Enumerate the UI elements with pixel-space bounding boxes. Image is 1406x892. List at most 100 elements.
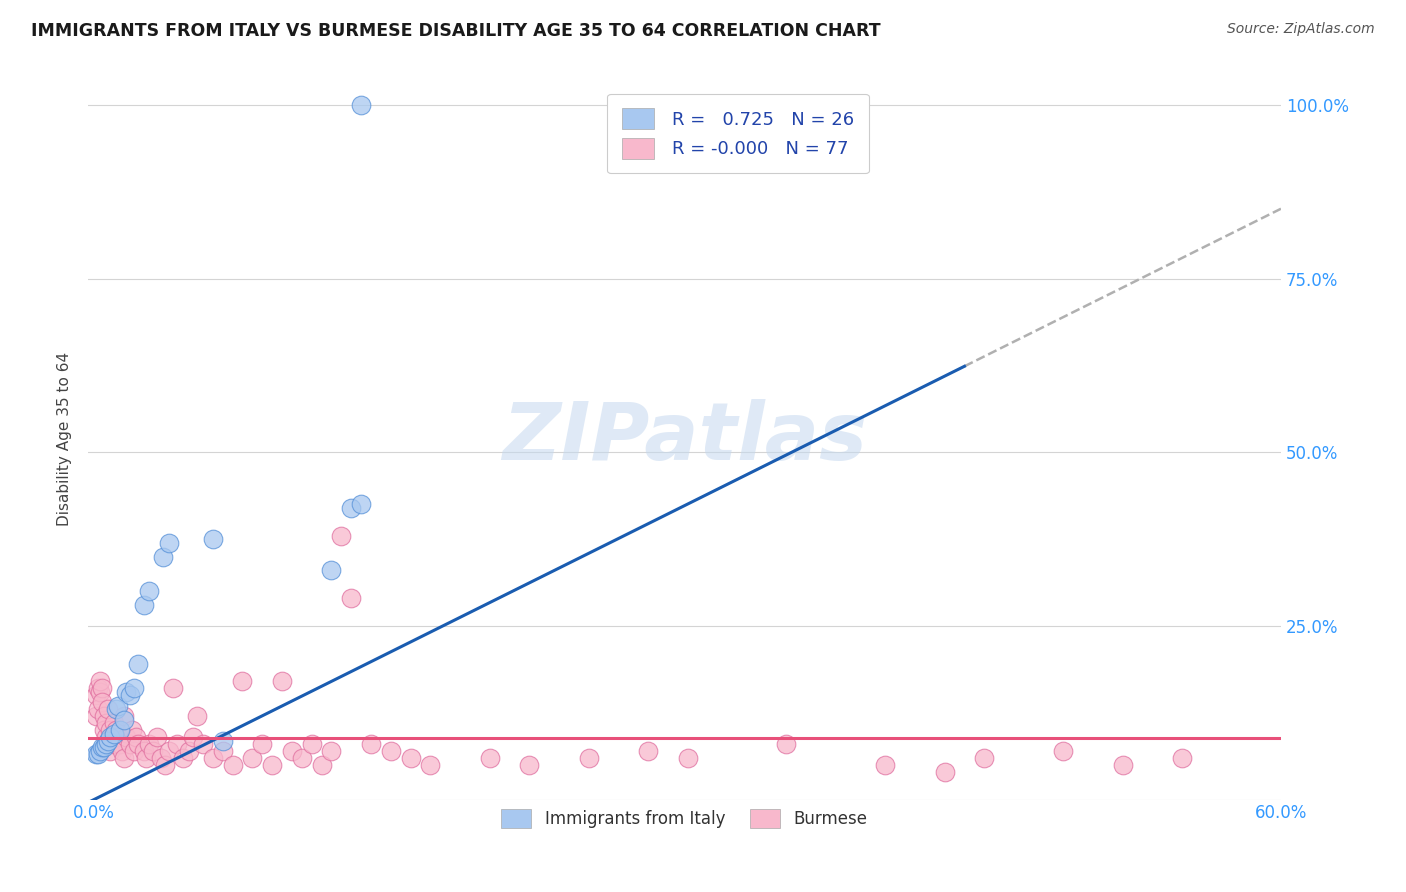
Point [321,563,343,577]
Point [152,549,174,564]
Point [350,498,373,512]
Point [211,744,233,758]
Point [138,584,160,599]
Point [84,689,107,703]
Point [89,744,111,758]
Point [104,723,127,737]
Point [1052,744,1074,758]
Point [103,716,125,731]
Point [142,744,165,758]
Point [340,591,363,606]
Point [87,681,110,696]
Point [134,751,156,765]
Point [157,535,180,549]
Point [973,751,995,765]
Point [201,751,224,765]
Point [271,674,294,689]
Point [104,702,127,716]
Point [112,709,135,723]
Point [311,757,333,772]
Point [262,757,284,772]
Point [91,681,114,696]
Point [112,713,135,727]
Point [94,737,117,751]
Point [122,681,145,696]
Point [221,757,243,772]
Text: Source: ZipAtlas.com: Source: ZipAtlas.com [1227,22,1375,37]
Point [98,730,121,744]
Point [211,733,233,747]
Point [112,751,135,765]
Point [111,744,134,758]
Point [103,726,125,740]
Point [122,744,145,758]
Point [84,747,107,762]
Point [114,685,136,699]
Point [98,723,121,737]
Point [330,529,353,543]
Point [186,709,208,723]
Point [108,737,131,751]
Point [87,747,110,762]
Point [191,737,214,751]
Point [97,733,120,747]
Point [132,598,155,612]
Point [172,751,194,765]
Point [162,681,184,696]
Point [578,751,600,765]
Point [93,709,115,723]
Point [301,737,323,751]
Point [97,737,120,751]
Point [934,764,956,779]
Point [89,674,111,689]
Point [101,730,124,744]
Point [127,737,149,751]
Y-axis label: Disability Age 35 to 64: Disability Age 35 to 64 [58,351,72,525]
Point [321,744,343,758]
Point [87,702,110,716]
Point [146,730,169,744]
Point [1112,757,1135,772]
Point [93,740,115,755]
Point [231,674,253,689]
Point [350,98,373,112]
Point [340,500,363,515]
Point [107,730,129,744]
Point [124,730,146,744]
Point [108,723,131,737]
Point [478,751,501,765]
Point [419,757,441,772]
Point [121,723,143,737]
Point [127,657,149,672]
Point [517,757,540,772]
Point [94,716,117,731]
Point [91,695,114,709]
Point [380,744,402,758]
Point [676,751,699,765]
Point [1171,751,1194,765]
Point [252,737,274,751]
Point [150,751,173,765]
Point [132,744,155,758]
Point [291,751,314,765]
Point [637,744,659,758]
Point [157,744,180,758]
Point [177,744,200,758]
Point [91,740,114,755]
Legend: Immigrants from Italy, Burmese: Immigrants from Italy, Burmese [495,802,875,835]
Point [360,737,382,751]
Text: IMMIGRANTS FROM ITALY VS BURMESE DISABILITY AGE 35 TO 64 CORRELATION CHART: IMMIGRANTS FROM ITALY VS BURMESE DISABIL… [31,22,880,40]
Point [97,702,120,716]
Point [138,737,160,751]
Point [103,737,125,751]
Point [98,744,121,758]
Point [93,723,115,737]
Point [107,698,129,713]
Point [201,532,224,546]
Point [118,737,141,751]
Point [84,709,107,723]
Point [875,757,897,772]
Point [89,685,111,699]
Point [114,730,136,744]
Point [775,737,797,751]
